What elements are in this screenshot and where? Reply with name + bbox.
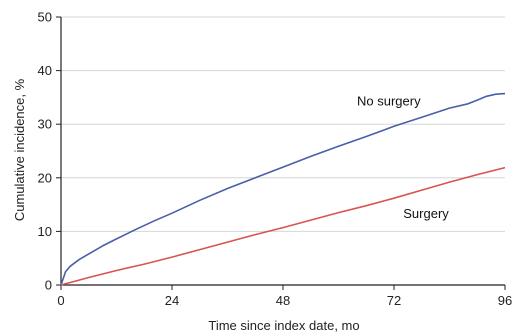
- x-tick-label-72: 72: [387, 293, 401, 308]
- grid-layer: [61, 16, 505, 232]
- axis-layer: 0 10 20 30 40 50 0 24 48 72 96: [38, 10, 512, 309]
- y-tick-label-20: 20: [38, 170, 52, 185]
- y-tick-label-10: 10: [38, 224, 52, 239]
- series-label-no-surgery: No surgery: [357, 93, 421, 108]
- y-tick-label-0: 0: [45, 278, 52, 293]
- series-line-no-surgery: [60, 92, 506, 286]
- x-tick-label-96: 96: [498, 293, 512, 308]
- y-tick-label-50: 50: [38, 10, 52, 25]
- series-label-surgery: Surgery: [403, 206, 449, 221]
- label-layer: No surgery Surgery: [357, 93, 449, 221]
- y-tick-label-30: 30: [38, 117, 52, 132]
- series-line-surgery: [60, 166, 506, 286]
- x-tick-label-0: 0: [57, 293, 64, 308]
- x-tick-label-24: 24: [165, 293, 179, 308]
- y-axis-title: Cumulative incidence, %: [12, 78, 27, 221]
- y-tick-label-40: 40: [38, 63, 52, 78]
- x-tick-label-48: 48: [276, 293, 290, 308]
- x-axis-title: Time since index date, mo: [208, 318, 359, 333]
- series-layer: [60, 92, 506, 286]
